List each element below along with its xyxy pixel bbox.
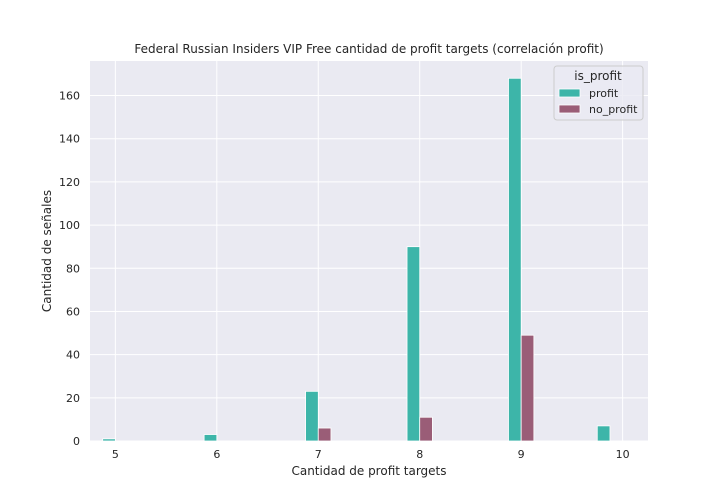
bar-profit	[596, 425, 611, 442]
bar-no-profit	[419, 416, 433, 442]
legend-swatch-no-profit	[558, 104, 581, 114]
y-tick-label: 160	[59, 90, 80, 103]
y-tick-label: 60	[66, 305, 80, 318]
x-tick-label: 10	[616, 448, 630, 461]
grid-lines	[90, 61, 648, 442]
y-axis-label: Cantidad de señales	[40, 190, 54, 312]
y-tick-label: 120	[59, 176, 80, 189]
y-tick-labels: 0 20 40 60 80 100 120 140 160	[59, 90, 80, 448]
x-axis-label: Cantidad de profit targets	[291, 464, 446, 478]
legend-title: is_profit	[574, 69, 622, 83]
chart-title: Federal Russian Insiders VIP Free cantid…	[134, 42, 603, 56]
x-tick-label: 9	[518, 448, 525, 461]
y-tick-label: 40	[66, 349, 80, 362]
bar-no-profit	[520, 334, 535, 442]
bar-profit	[406, 246, 421, 442]
plot-area	[90, 61, 648, 441]
x-tick-label: 5	[112, 448, 119, 461]
legend-swatch-profit	[558, 88, 581, 98]
y-tick-label: 80	[66, 262, 80, 275]
x-tick-label: 8	[416, 448, 423, 461]
legend-label-profit: profit	[589, 87, 619, 100]
y-tick-label: 140	[59, 133, 80, 146]
bar-profit	[203, 434, 218, 442]
legend: is_profit profit no_profit	[553, 65, 644, 121]
bars	[102, 77, 611, 442]
x-tick-labels: 5 6 7 8 9 10	[112, 448, 630, 461]
bar-profit	[508, 77, 522, 442]
x-tick-label: 6	[213, 448, 220, 461]
bar-profit	[305, 390, 319, 442]
bar-no-profit	[317, 427, 332, 442]
y-tick-label: 20	[66, 392, 80, 405]
legend-label-no-profit: no_profit	[589, 103, 638, 116]
y-tick-label: 0	[73, 435, 80, 448]
x-tick-label: 7	[315, 448, 322, 461]
y-tick-label: 100	[59, 219, 80, 232]
bar-profit	[102, 438, 116, 442]
